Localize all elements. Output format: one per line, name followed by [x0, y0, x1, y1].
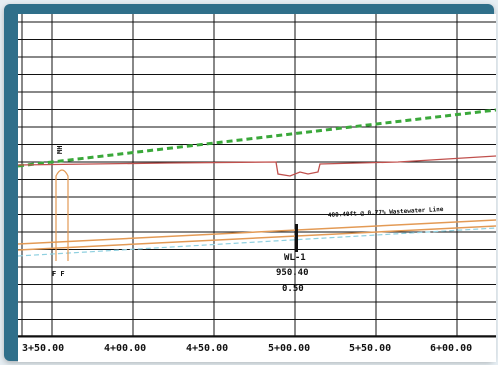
structure-marker — [295, 224, 298, 252]
ground-line — [18, 108, 496, 168]
manhole-structure — [55, 169, 69, 261]
manhole-top-label: MH — [56, 146, 64, 154]
station-label: 4+00.00 — [104, 343, 146, 354]
manhole-bottom-label: F F — [52, 270, 65, 278]
station-label: 6+00.00 — [430, 343, 472, 354]
profile-drawing: MH F F 400.40ft @ 0.77% Wastewater Line … — [18, 14, 496, 354]
pipe-label: 400.40ft @ 0.77% Wastewater Line — [328, 206, 444, 219]
structure-id: WL-1 — [284, 253, 306, 263]
structure-elevation: 950.40 — [276, 268, 309, 278]
station-axis: 3+50.00 4+00.00 4+50.00 5+00.00 5+50.00 6+00.… — [22, 343, 472, 354]
station-label: 3+50.00 — [22, 343, 64, 354]
structure-value: 0.50 — [282, 284, 304, 294]
pipe-bottom-line — [18, 225, 496, 251]
station-label: 4+50.00 — [186, 343, 228, 354]
existing-grade-line — [18, 155, 496, 177]
pipe-top-line — [18, 219, 496, 245]
profile-sheet: MH F F 400.40ft @ 0.77% Wastewater Line … — [18, 14, 496, 362]
viewer-frame: MH F F 400.40ft @ 0.77% Wastewater Line … — [4, 4, 496, 362]
grid — [18, 14, 496, 338]
station-label: 5+50.00 — [349, 343, 391, 354]
station-label: 5+00.00 — [268, 343, 310, 354]
